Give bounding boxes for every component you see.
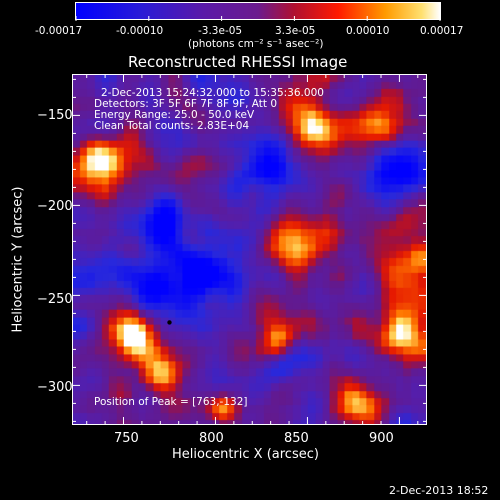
footer-timestamp: 2-Dec-2013 18:52 xyxy=(389,484,489,497)
colorbar-tick-label: 0.00010 xyxy=(346,25,390,37)
peak-position-label: Position of Peak = [763,-132] xyxy=(94,396,248,408)
heatmap-image xyxy=(73,75,426,424)
colorbar-ticks xyxy=(75,16,441,21)
colorbar-tick-label: 3.3e-05 xyxy=(275,25,316,37)
colorbar-tick-label: 0.00017 xyxy=(420,25,464,37)
colorbar-tick-label: -3.3e-05 xyxy=(198,25,243,37)
y-tick-label: −200 xyxy=(37,199,73,214)
x-axis-label: Heliocentric X (arcsec) xyxy=(172,447,319,462)
colorbar-gradient xyxy=(76,3,440,19)
x-tick-label: 750 xyxy=(114,431,139,446)
info-line: Detectors: 3F 5F 6F 7F 8F 9F, Att 0 xyxy=(94,98,278,110)
x-tick-label: 850 xyxy=(284,431,309,446)
chart-title: Reconstructed RHESSI Image xyxy=(128,53,348,71)
y-axis-label: Heliocentric Y (arcsec) xyxy=(10,186,26,333)
info-line: Clean Total counts: 2.83E+04 xyxy=(94,120,250,132)
y-tick-label: −150 xyxy=(37,108,73,123)
colorbar-unit-label: (photons cm⁻² s⁻¹ asec⁻²) xyxy=(188,38,324,50)
info-line: 2-Dec-2013 15:24:32.000 to 15:35:36.000 xyxy=(101,87,324,99)
info-line: Energy Range: 25.0 - 50.0 keV xyxy=(94,109,255,121)
y-tick-label: −250 xyxy=(37,292,73,307)
y-tick-label: −300 xyxy=(37,380,73,395)
colorbar xyxy=(75,2,441,20)
x-tick-label: 800 xyxy=(199,431,224,446)
colorbar-tick-label: -0.00010 xyxy=(116,25,164,37)
x-tick-label: 900 xyxy=(369,431,394,446)
plot-area xyxy=(72,74,427,425)
colorbar-tick-label: -0.00017 xyxy=(35,25,83,37)
